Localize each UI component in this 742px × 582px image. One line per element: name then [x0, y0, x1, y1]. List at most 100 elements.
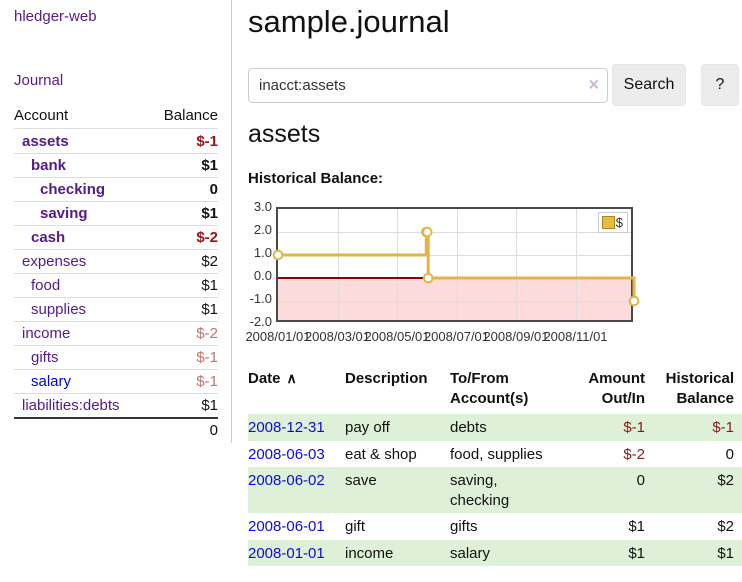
- txn-description-cell: pay off: [345, 414, 450, 441]
- txn-accounts-cell: food, supplies: [450, 445, 543, 463]
- account-link-liabilities-debts[interactable]: liabilities:debts: [22, 397, 120, 414]
- account-balance: $-2: [196, 229, 218, 246]
- balance-column-header: Balance: [163, 107, 218, 124]
- account-link-saving[interactable]: saving: [40, 205, 88, 222]
- horizontal-gridline: [278, 301, 631, 302]
- sidebar-account-row: supplies $1: [14, 297, 218, 321]
- account-balance: $1: [201, 205, 218, 222]
- legend-swatch-icon: [601, 216, 615, 229]
- account-balance: $1: [201, 397, 218, 414]
- legend-label: $: [615, 215, 623, 230]
- main-content: sample.journal × Search ? assets Histori…: [245, 0, 742, 582]
- txn-balance-cell: $2: [717, 518, 734, 535]
- data-point-marker: [421, 226, 433, 238]
- txn-balance-cell: $2: [645, 467, 742, 513]
- txn-balance-cell: $-1: [645, 414, 742, 441]
- data-point-marker: [628, 295, 640, 307]
- sidebar-account-row: saving $1: [14, 201, 218, 225]
- account-balance: $-1: [196, 349, 218, 366]
- x-axis-tick-label: 2008/07/01: [423, 329, 490, 344]
- account-link-gifts[interactable]: gifts: [31, 349, 59, 366]
- txn-date-link[interactable]: 2008-12-31: [248, 419, 325, 436]
- txn-description-cell: income: [345, 539, 450, 566]
- transactions-header-row: Date ∧ Description To/From Account(s) Amo…: [248, 365, 742, 414]
- transaction-row[interactable]: 2008-06-01 gift gifts $1 $2: [248, 513, 742, 540]
- account-balance: $-1: [196, 373, 218, 390]
- account-link-income[interactable]: income: [22, 325, 71, 342]
- help-button[interactable]: ?: [701, 64, 739, 106]
- sidebar-item-journal[interactable]: Journal: [14, 72, 64, 89]
- account-table-header: Account Balance: [14, 103, 218, 129]
- account-link-assets[interactable]: assets: [22, 132, 69, 150]
- account-link-cash[interactable]: cash: [31, 229, 66, 246]
- txn-date-cell: 2008-06-03: [248, 441, 345, 468]
- sidebar-account-row: income $-2: [14, 321, 218, 345]
- chart-plot-area: $: [272, 207, 640, 322]
- txn-amount-cell: $-2: [623, 445, 645, 463]
- chart-negative-region: [278, 278, 631, 320]
- txn-date-cell: 2008-12-31: [248, 414, 345, 441]
- x-axis-tick-label: 2008/11/01: [543, 329, 608, 344]
- sidebar-account-row: cash $-2: [14, 225, 218, 249]
- txn-date-link[interactable]: 2008-06-03: [248, 445, 325, 463]
- sort-ascending-icon: ∧: [286, 370, 297, 386]
- txn-description-cell: eat & shop: [345, 445, 417, 463]
- vertical-gridline: [516, 209, 517, 320]
- y-axis-tick-label: 3.0: [253, 199, 272, 214]
- y-axis-tick-label: 2.0: [253, 222, 272, 237]
- txn-accounts-cell: gifts: [450, 518, 478, 535]
- account-link-checking[interactable]: checking: [40, 181, 106, 198]
- y-axis-tick-label: 1.0: [253, 245, 272, 260]
- account-balance: $1: [201, 157, 218, 174]
- transaction-row[interactable]: 2008-06-02 save saving, checking 0 $2: [248, 467, 742, 513]
- txn-date-link[interactable]: 2008-01-01: [248, 544, 325, 562]
- vertical-gridline: [397, 209, 398, 320]
- txn-accounts-cell: salary: [450, 539, 575, 566]
- sidebar-divider: [231, 0, 232, 443]
- date-column-header[interactable]: Date ∧: [248, 370, 297, 387]
- amount-column-header: Amount Out/In: [588, 370, 645, 407]
- txn-date-cell: 2008-01-01: [248, 539, 345, 566]
- account-link-supplies[interactable]: supplies: [31, 301, 87, 318]
- transaction-row[interactable]: 2008-06-03 eat & shop food, supplies $-2 0: [248, 441, 742, 468]
- transaction-row[interactable]: 2008-01-01 income salary $1 $1: [248, 539, 742, 566]
- txn-date-link[interactable]: 2008-06-02: [248, 472, 325, 489]
- account-link-salary[interactable]: salary: [31, 373, 72, 390]
- txn-amount-cell: $-1: [575, 414, 645, 441]
- search-row: × Search ?: [248, 64, 742, 106]
- txn-accounts-cell: debts: [450, 414, 575, 441]
- data-point-marker: [422, 272, 434, 284]
- chart-legend: $: [597, 212, 628, 233]
- account-balance: $2: [201, 253, 218, 270]
- sidebar-account-row: bank $1: [14, 153, 218, 177]
- y-axis-tick-label: -1.0: [249, 291, 272, 306]
- sidebar-account-row: salary $-1: [14, 369, 218, 393]
- sidebar-account-row: expenses $2: [14, 249, 218, 273]
- chart-series-line: [272, 226, 640, 307]
- accounts-column-header: To/From Account(s): [450, 370, 529, 407]
- txn-date-cell: 2008-06-01: [248, 513, 345, 540]
- transaction-row[interactable]: 2008-12-31 pay off debts $-1 $-1: [248, 414, 742, 441]
- horizontal-gridline: [278, 232, 631, 233]
- app-brand-link[interactable]: hledger-web: [14, 8, 97, 25]
- txn-amount-cell: $1: [628, 518, 645, 535]
- y-axis-tick-label: -2.0: [249, 314, 272, 329]
- account-link-expenses[interactable]: expenses: [22, 253, 87, 270]
- search-input[interactable]: [248, 68, 608, 103]
- account-link-food[interactable]: food: [31, 277, 61, 294]
- clear-search-icon[interactable]: ×: [588, 74, 599, 95]
- account-balance: 0: [209, 181, 218, 198]
- txn-date-link[interactable]: 2008-06-01: [248, 518, 325, 535]
- account-balance: $1: [201, 277, 218, 294]
- search-button[interactable]: Search: [612, 64, 686, 106]
- account-link-bank[interactable]: bank: [31, 157, 67, 174]
- description-column-header: Description: [345, 370, 428, 387]
- txn-accounts-cell: saving, checking: [450, 467, 575, 513]
- x-axis-tick-label: 2008/03/01: [304, 329, 371, 344]
- transactions-table: Date ∧ Description To/From Account(s) Amo…: [248, 365, 742, 566]
- account-balance: $1: [201, 301, 218, 318]
- x-axis-tick-label: 2008/05/01: [364, 329, 430, 344]
- sidebar-account-row: gifts $-1: [14, 345, 218, 369]
- page-title: sample.journal: [248, 4, 450, 39]
- vertical-gridline: [575, 209, 577, 320]
